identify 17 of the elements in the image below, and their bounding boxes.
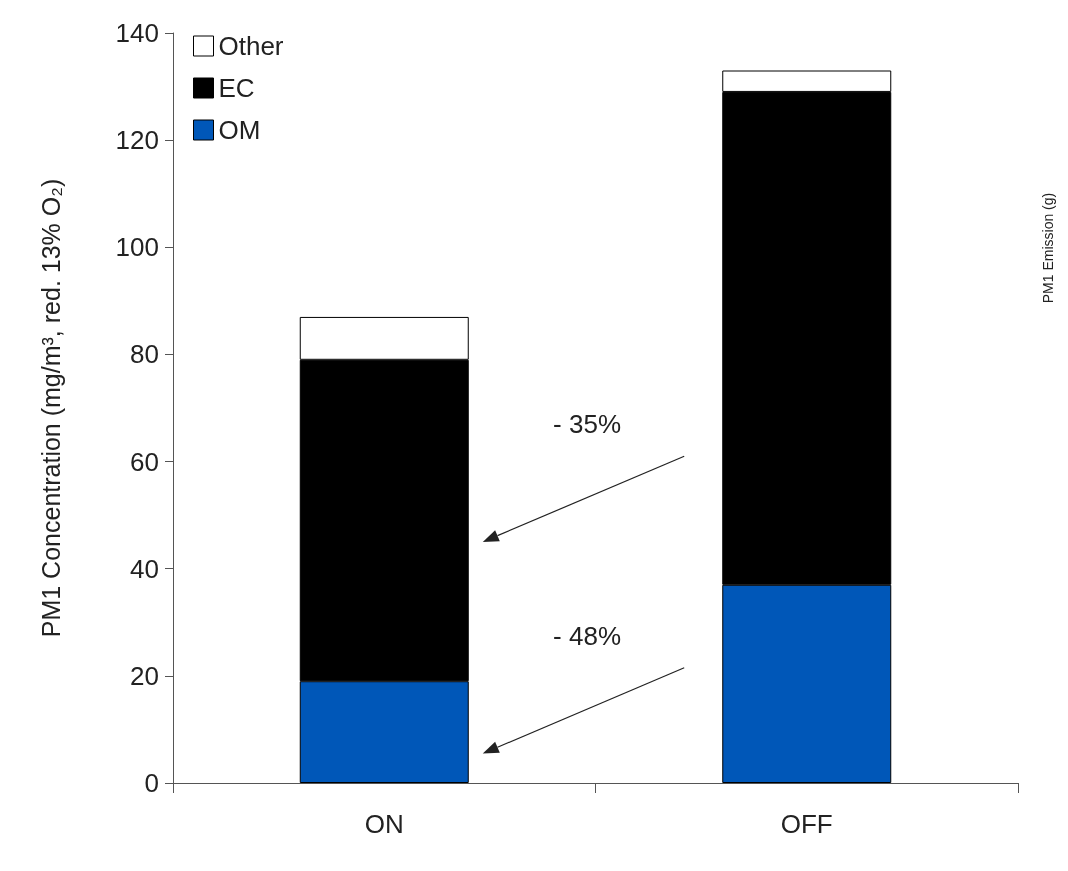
x-tick-label: ON [364, 809, 404, 839]
y2-axis-title: PM1 Emission (g) [1040, 192, 1056, 304]
y-tick-label: 140 [115, 18, 159, 48]
y-tick-label: 80 [130, 339, 159, 370]
annotation: - 35% [553, 409, 622, 440]
y-tick-label: 120 [115, 125, 159, 156]
x-tick-label: OFF [780, 809, 833, 839]
y-axis-title: PM1 Concentration (mg/m³, red. 13% O₂) [36, 178, 65, 638]
legend-label: Other [218, 31, 284, 61]
y-tick-label: 60 [130, 446, 159, 477]
y-tick-label: 40 [130, 553, 159, 584]
annotation: - 48% [553, 620, 622, 651]
legend-label: OM [218, 115, 261, 145]
y-tick-label: 20 [130, 660, 159, 691]
y-tick-label: 0 [144, 768, 159, 798]
y-tick-label: 100 [115, 232, 159, 263]
legend-label: EC [218, 73, 255, 103]
